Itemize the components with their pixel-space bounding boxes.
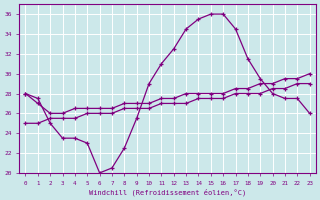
X-axis label: Windchill (Refroidissement éolien,°C): Windchill (Refroidissement éolien,°C) [89,188,246,196]
